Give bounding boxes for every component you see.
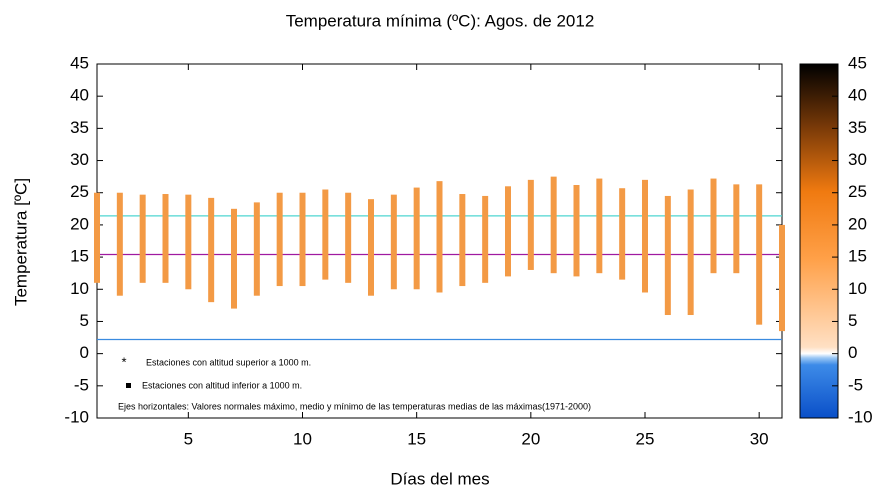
- x-tick-label: 30: [750, 429, 769, 448]
- range-bar: [436, 181, 443, 293]
- y-tick-label: 45: [70, 53, 89, 72]
- range-bar: [756, 184, 763, 325]
- colorbar-tick-label: 5: [848, 311, 857, 330]
- colorbar-tick-label: 15: [848, 247, 867, 266]
- range-bar: [162, 194, 169, 283]
- x-tick-label: 15: [407, 429, 426, 448]
- range-bar: [253, 202, 260, 296]
- y-tick-label: 30: [70, 150, 89, 169]
- range-bar: [139, 194, 146, 283]
- range-bar: [368, 199, 374, 296]
- y-tick-label: 10: [70, 279, 89, 298]
- range-bar: [459, 194, 466, 287]
- x-axis-label: Días del mes: [390, 469, 489, 488]
- colorbar-tick-label: 10: [848, 279, 867, 298]
- legend-note: Ejes horizontales: Valores normales máxi…: [118, 401, 591, 411]
- range-bar: [550, 176, 557, 274]
- colorbar-tick-label: 35: [848, 118, 867, 137]
- y-tick-label: 25: [70, 182, 89, 201]
- colorbar-tick-label: 0: [848, 343, 857, 362]
- colorbar-tick-label: 45: [848, 53, 867, 72]
- range-bar: [710, 178, 717, 274]
- range-bar: [664, 195, 671, 316]
- range-bar: [527, 179, 534, 270]
- x-tick-label: 25: [636, 429, 655, 448]
- range-bar: [276, 192, 283, 287]
- y-tick-label: 15: [70, 247, 89, 266]
- legend-note: Estaciones con altitud inferior a 1000 m…: [142, 380, 302, 390]
- colorbar: [799, 63, 839, 419]
- y-tick-label: -10: [64, 407, 89, 426]
- range-bar: [505, 186, 511, 277]
- y-tick-label: 5: [80, 311, 89, 330]
- legend-note: Estaciones con altitud superior a 1000 m…: [146, 357, 311, 367]
- range-bar: [733, 184, 740, 274]
- y-axis-label: Temperatura [ºC]: [11, 178, 30, 306]
- y-tick-label: 20: [70, 214, 89, 233]
- colorbar-tick-label: 20: [848, 214, 867, 233]
- y-tick-label: 0: [80, 343, 89, 362]
- colorbar-tick-label: 25: [848, 182, 867, 201]
- range-bar: [345, 192, 352, 283]
- x-tick-label: 20: [521, 429, 540, 448]
- range-bar: [94, 192, 100, 283]
- range-bar: [208, 197, 215, 303]
- range-bar: [413, 187, 420, 290]
- x-tick-label: 10: [293, 429, 312, 448]
- range-bar: [390, 194, 397, 290]
- range-bar: [482, 195, 489, 283]
- range-bar: [596, 178, 603, 274]
- colorbar-tick-label: 40: [848, 86, 867, 105]
- range-bar: [185, 194, 192, 290]
- y-tick-label: 40: [70, 86, 89, 105]
- range-bar: [619, 188, 626, 280]
- range-bar: [642, 179, 648, 293]
- range-bar: [687, 189, 694, 316]
- range-bar: [116, 192, 123, 296]
- range-bar: [779, 224, 785, 332]
- colorbar-tick-label: 30: [848, 150, 867, 169]
- range-bar: [322, 189, 329, 280]
- range-bar: [231, 208, 237, 309]
- colorbar-tick-label: -5: [848, 375, 863, 394]
- y-tick-label: 35: [70, 118, 89, 137]
- x-tick-label: 5: [184, 429, 193, 448]
- legend-star: *: [121, 354, 126, 369]
- y-tick-label: -5: [74, 375, 89, 394]
- legend-square: [126, 383, 131, 388]
- range-bar: [299, 192, 306, 287]
- chart-title: Temperatura mínima (ºC): Agos. de 2012: [286, 11, 595, 30]
- colorbar-tick-label: -10: [848, 407, 873, 426]
- range-bar: [573, 185, 580, 277]
